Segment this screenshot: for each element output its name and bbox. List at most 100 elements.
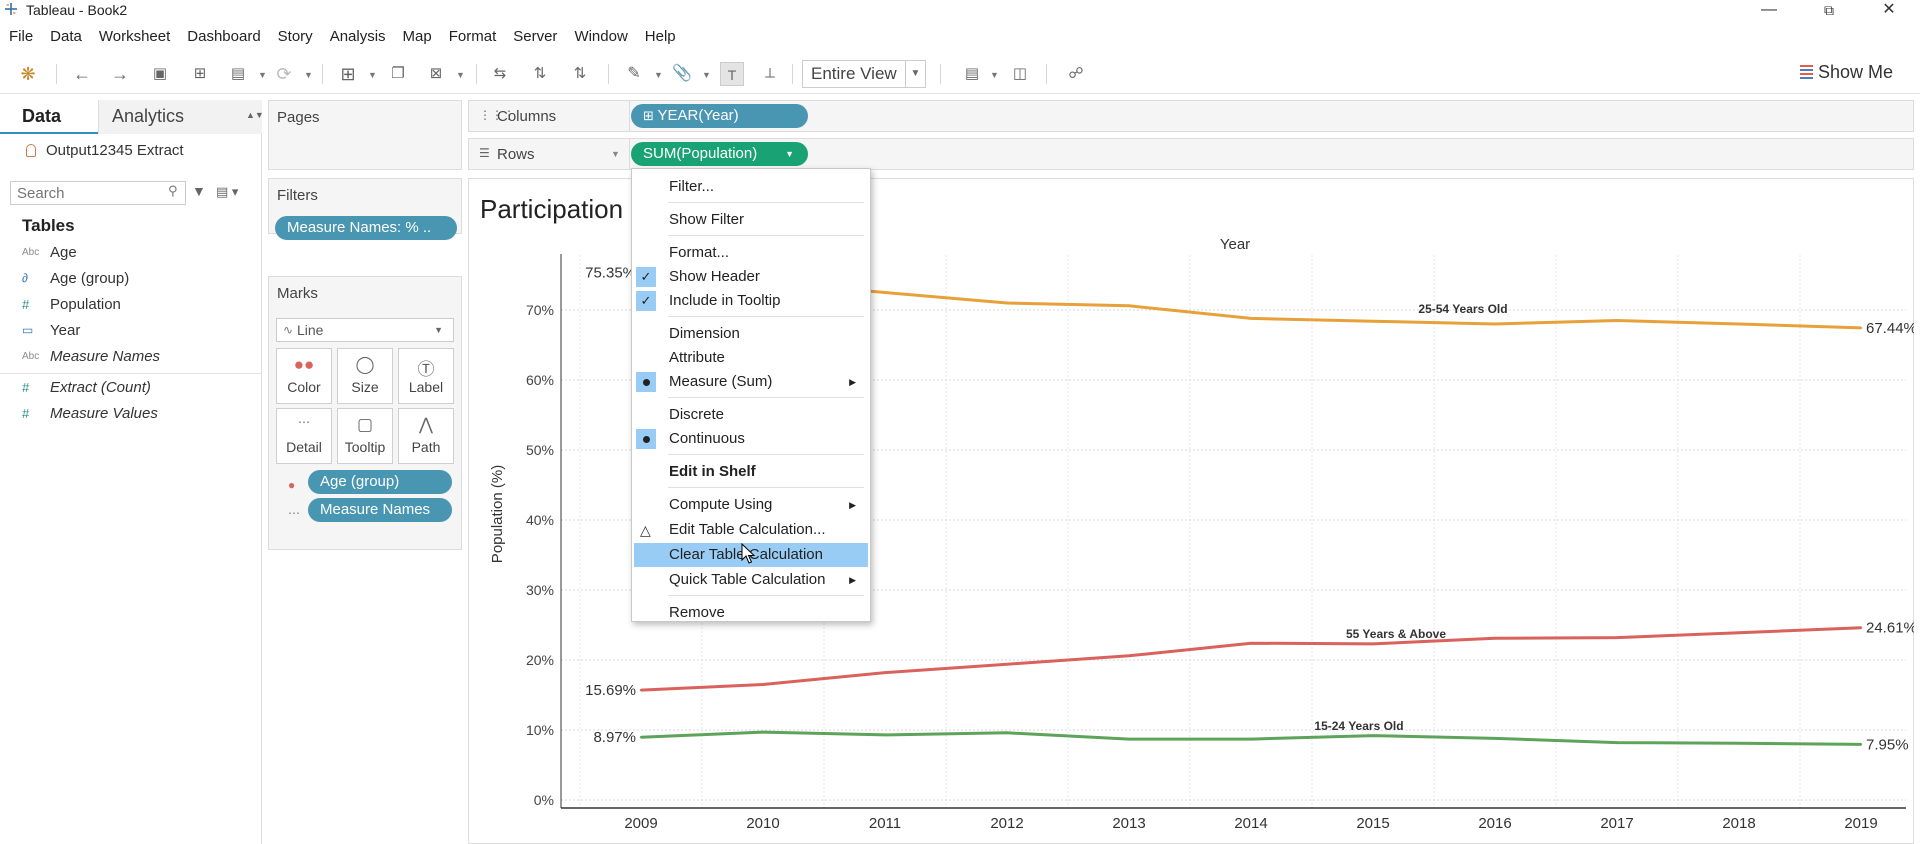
pause-updates-icon[interactable]: ▤	[230, 65, 246, 82]
pane-menu-icon[interactable]: ▲▼	[246, 110, 264, 120]
x-tick-label: 2015	[1356, 815, 1389, 832]
search-input[interactable]	[10, 181, 186, 205]
data-pane	[0, 100, 262, 844]
menu-item-dimension[interactable]: Dimension	[634, 322, 868, 346]
minimize-icon[interactable]: —	[1761, 1, 1777, 18]
marks-pill-age-group[interactable]: Age (group)	[308, 470, 452, 494]
refresh-icon[interactable]: ⟳	[276, 64, 292, 84]
menu-item-format[interactable]: Format...	[634, 241, 868, 265]
menu-data[interactable]: Data	[50, 28, 82, 45]
menu-item-continuous[interactable]: Continuous	[634, 427, 868, 451]
field-age[interactable]: Abc Age	[22, 244, 262, 266]
menu-item-show-filter[interactable]: Show Filter	[634, 208, 868, 232]
save-icon[interactable]: ▣	[152, 65, 168, 82]
x-tick-label: 2019	[1844, 815, 1877, 832]
menu-story[interactable]: Story	[277, 28, 313, 45]
chevron-down-icon[interactable]: ▼	[990, 70, 999, 80]
fix-axes-icon[interactable]: ⟂	[764, 65, 775, 82]
group-members-icon[interactable]: 📎	[672, 65, 692, 82]
menu-analysis[interactable]: Analysis	[329, 28, 386, 45]
chevron-down-icon[interactable]: ▼	[456, 70, 465, 80]
line-chart[interactable]: 0% 10% 20% 30% 40% 50% 60% 70% 2009 2010 2011 2012 2…	[468, 222, 1914, 844]
pages-card[interactable]: Pages	[268, 100, 462, 170]
menu-help[interactable]: Help	[644, 28, 676, 45]
field-label: Measure Values	[50, 405, 158, 422]
chevron-down-icon[interactable]: ▼	[702, 70, 711, 80]
menu-item-measure-sum[interactable]: Measure (Sum) ▶	[634, 370, 868, 394]
swap-rows-columns-icon[interactable]: ⇆	[493, 65, 507, 82]
menu-server[interactable]: Server	[513, 28, 558, 45]
chevron-down-icon[interactable]: ▼	[258, 70, 267, 80]
marks-label-button[interactable]: Ⓣ Label	[398, 348, 454, 404]
data-point	[1249, 642, 1253, 645]
show-me-button[interactable]: Show Me	[1800, 62, 1893, 83]
chevron-down-icon[interactable]: ▼	[654, 70, 663, 80]
toolbar-separator	[1046, 64, 1047, 84]
close-icon[interactable]: ✕	[1882, 1, 1896, 18]
tab-data[interactable]: Data	[22, 106, 62, 126]
duplicate-icon[interactable]: ❐	[391, 65, 405, 82]
undo-icon[interactable]: ←	[73, 64, 91, 84]
end-value-label: 24.61%	[1866, 620, 1914, 637]
show-cards-icon[interactable]: ▤	[964, 65, 980, 82]
new-worksheet-icon[interactable]: ⊞	[340, 64, 356, 84]
menu-item-show-header[interactable]: ✓ Show Header	[634, 265, 868, 289]
highlight-icon[interactable]: ✎	[627, 65, 641, 82]
menu-window[interactable]: Window	[574, 28, 628, 45]
start-value-label: 15.69%	[585, 682, 636, 699]
mark-type-dropdown[interactable]: ∿ Line ▼	[276, 318, 454, 342]
field-population[interactable]: # Population	[22, 296, 262, 318]
filter-pill-measure-names[interactable]: Measure Names: % ..	[275, 216, 457, 240]
tab-analytics[interactable]: Analytics	[112, 106, 185, 126]
chevron-down-icon[interactable]: ▼	[304, 70, 313, 80]
rows-pill-population[interactable]: SUM(Population) ▼	[631, 142, 808, 166]
show-mark-labels-icon[interactable]: T	[720, 62, 744, 86]
new-datasource-icon[interactable]: ⊞	[193, 65, 207, 82]
menu-item-include-in-tooltip[interactable]: ✓ Include in Tooltip	[634, 289, 868, 313]
sort-descending-icon[interactable]: ⇅	[573, 65, 587, 82]
checkmark-icon: ✓	[636, 291, 656, 311]
menu-item-discrete[interactable]: Discrete	[634, 403, 868, 427]
view-options-icon[interactable]: ▤ ▾	[216, 184, 239, 199]
menu-format[interactable]: Format	[448, 28, 497, 45]
marks-tooltip-button[interactable]: ▢ Tooltip	[337, 408, 393, 464]
menu-item-filter[interactable]: Filter...	[634, 175, 868, 199]
menu-item-edit-in-shelf[interactable]: Edit in Shelf	[634, 460, 868, 484]
field-measure-values[interactable]: # Measure Values	[22, 405, 262, 427]
field-year[interactable]: ▭ Year	[22, 322, 262, 344]
sort-ascending-icon[interactable]: ⇅	[533, 65, 547, 82]
redo-icon[interactable]: →	[111, 64, 129, 84]
menu-item-attribute[interactable]: Attribute	[634, 346, 868, 370]
menu-item-edit-table-calculation[interactable]: △ Edit Table Calculation...	[634, 518, 868, 542]
menu-map[interactable]: Map	[402, 28, 432, 45]
datasource-name[interactable]: Output12345 Extract	[46, 142, 184, 159]
tableau-start-icon[interactable]: ❋	[20, 64, 36, 84]
chevron-down-icon[interactable]: ▼	[368, 70, 377, 80]
chevron-down-icon[interactable]: ▼	[905, 61, 925, 87]
field-age-group[interactable]: ∂ Age (group)	[22, 270, 262, 292]
fit-dropdown[interactable]: Entire View ▼	[802, 60, 926, 88]
menu-worksheet[interactable]: Worksheet	[98, 28, 171, 45]
marks-detail-button[interactable]: ⋯ Detail	[276, 408, 332, 464]
columns-pill-year[interactable]: ⊞ YEAR(Year)	[631, 104, 808, 128]
marks-size-button[interactable]: ◯ Size	[337, 348, 393, 404]
menu-file[interactable]: File	[9, 28, 34, 45]
marks-pill-measure-names[interactable]: Measure Names	[308, 498, 452, 522]
marks-color-button[interactable]: ●● Color	[276, 348, 332, 404]
marks-path-button[interactable]: ⋀ Path	[398, 408, 454, 464]
field-measure-names[interactable]: Abc Measure Names	[22, 348, 262, 370]
share-icon[interactable]: ☍	[1068, 65, 1084, 82]
data-point	[883, 671, 887, 674]
x-tick-label: 2017	[1600, 815, 1633, 832]
menu-item-compute-using[interactable]: Compute Using ▶	[634, 493, 868, 517]
restore-icon[interactable]: ⧉	[1824, 2, 1834, 18]
search-icon[interactable]: ⚲	[168, 183, 178, 198]
menu-dashboard[interactable]: Dashboard	[187, 28, 261, 45]
menu-item-remove[interactable]: Remove	[634, 601, 868, 625]
presentation-mode-icon[interactable]: ◫	[1012, 65, 1028, 82]
field-extract-count[interactable]: # Extract (Count)	[22, 379, 262, 401]
chevron-down-icon[interactable]: ▼	[611, 149, 620, 159]
clear-sheet-icon[interactable]: ⊠	[429, 65, 443, 82]
filter-icon[interactable]: ▼	[192, 183, 206, 199]
menu-item-quick-table-calculation[interactable]: Quick Table Calculation ▶	[634, 568, 868, 592]
